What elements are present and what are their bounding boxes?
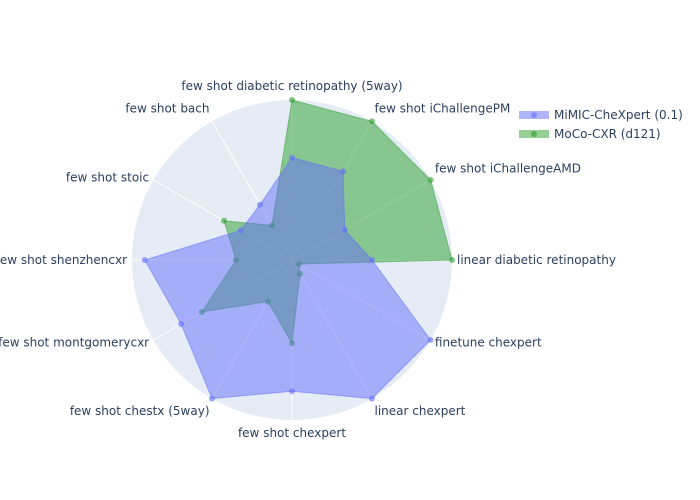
series-layer: [141, 97, 455, 402]
legend-marker: [531, 131, 537, 137]
legend[interactable]: MiMIC-CheXpert (0.1) MoCo-CXR (d121): [519, 108, 683, 141]
axis-label-few-shot-stoic: few shot stoic: [66, 171, 149, 185]
point-mimic-chexpert-0-1-finetune-chexpert[interactable]: [427, 337, 434, 343]
axis-label-few-shot-chestx-5way: few shot chestx (5way): [70, 404, 210, 418]
point-mimic-chexpert-0-1-few-shot-ichallengepm[interactable]: [340, 168, 347, 175]
point-mimic-chexpert-0-1-linear-diabetic-retinopathy[interactable]: [369, 257, 375, 263]
point-mimic-chexpert-0-1-few-shot-shenzhencxr[interactable]: [141, 257, 148, 263]
axis-label-finetune-chexpert: finetune chexpert: [435, 336, 542, 350]
point-moco-cxr-d121-few-shot-ichallengepm[interactable]: [369, 118, 375, 125]
axis-label-few-shot-chexpert: few shot chexpert: [238, 426, 346, 440]
point-mimic-chexpert-0-1-few-shot-chexpert[interactable]: [289, 388, 295, 395]
point-mimic-chexpert-0-1-few-shot-montgomerycxr[interactable]: [178, 321, 185, 327]
point-mimic-chexpert-0-1-few-shot-diabetic-retinopathy-5way[interactable]: [289, 154, 295, 161]
legend-label: MiMIC-CheXpert (0.1): [554, 108, 683, 122]
point-mimic-chexpert-0-1-few-shot-bach[interactable]: [257, 201, 263, 208]
point-moco-cxr-d121-few-shot-diabetic-retinopathy-5way[interactable]: [289, 97, 295, 103]
point-moco-cxr-d121-few-shot-ichallengeamd[interactable]: [427, 177, 434, 183]
axis-label-few-shot-bach: few shot bach: [125, 101, 209, 115]
axis-labels: linear diabetic retinopathy finetune chex…: [0, 79, 616, 440]
point-mimic-chexpert-0-1-few-shot-ichallengeamd[interactable]: [341, 226, 348, 233]
point-mimic-chexpert-0-1-few-shot-stoic[interactable]: [237, 227, 244, 234]
axis-label-linear-chexpert: linear chexpert: [375, 404, 466, 418]
axis-label-linear-diabetic-retinopathy: linear diabetic retinopathy: [457, 253, 616, 267]
axis-label-few-shot-montgomerycxr: few shot montgomerycxr: [0, 336, 149, 350]
axis-label-few-shot-ichallengeamd: few shot iChallengeAMD: [435, 162, 581, 176]
point-moco-cxr-d121-linear-diabetic-retinopathy[interactable]: [449, 257, 455, 263]
legend-label: MoCo-CXR (d121): [554, 127, 661, 141]
legend-item-mimic-chexpert-0-1[interactable]: MiMIC-CheXpert (0.1): [519, 108, 683, 122]
point-moco-cxr-d121-few-shot-stoic[interactable]: [221, 217, 228, 224]
axis-label-few-shot-diabetic-retinopathy-5way: few shot diabetic retinopathy (5way): [181, 79, 402, 93]
axis-label-few-shot-shenzhencxr: few shot shenzhencxr: [0, 253, 127, 267]
axis-label-few-shot-ichallengepm: few shot iChallengePM: [375, 101, 511, 115]
legend-item-moco-cxr-d121[interactable]: MoCo-CXR (d121): [519, 127, 661, 141]
point-mimic-chexpert-0-1-linear-chexpert[interactable]: [369, 395, 375, 402]
legend-marker: [531, 112, 537, 118]
point-mimic-chexpert-0-1-few-shot-chestx-5way[interactable]: [209, 395, 215, 402]
